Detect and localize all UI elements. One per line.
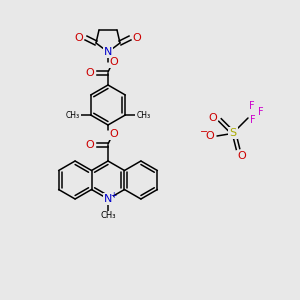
Text: O: O (85, 68, 94, 78)
Text: CH₃: CH₃ (136, 110, 150, 119)
Text: O: O (110, 129, 118, 139)
Text: −: − (200, 127, 208, 137)
Text: S: S (230, 128, 237, 138)
Text: O: O (133, 33, 141, 43)
Text: F: F (249, 101, 255, 111)
Text: O: O (238, 151, 246, 161)
Text: O: O (206, 131, 214, 141)
Text: O: O (75, 33, 83, 43)
Text: F: F (258, 107, 264, 117)
Text: O: O (110, 57, 118, 67)
Text: +: + (110, 191, 116, 200)
Text: N: N (104, 47, 112, 57)
Text: CH₃: CH₃ (66, 110, 80, 119)
Text: O: O (85, 140, 94, 150)
Text: F: F (250, 115, 256, 125)
Text: CH₃: CH₃ (100, 212, 116, 220)
Text: N: N (104, 194, 112, 204)
Text: O: O (208, 113, 217, 123)
